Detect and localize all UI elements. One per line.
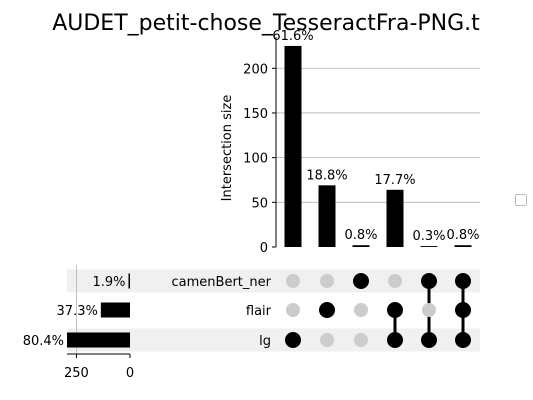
intersection-bars [284, 45, 472, 247]
intersection-bar-2 [352, 245, 370, 247]
matrix-dot-4-1 [422, 303, 436, 317]
intersection-bar-5 [454, 245, 472, 247]
intersection-bar-label-3: 17.7% [374, 173, 415, 188]
set-name-2: lg [259, 334, 271, 349]
set-name-0: camenBert_ner [172, 275, 272, 290]
y-tick-label-0: 0 [260, 241, 268, 256]
matrix-dot-1-0 [320, 274, 334, 288]
intersection-bar-label-5: 0.8% [446, 228, 479, 243]
set-size-bars: 1.9% 37.3% 80.4% [23, 273, 130, 349]
chart-title: AUDET_petit-chose_TesseractFra-PNG.t [52, 11, 480, 36]
matrix-dot-5-2 [455, 332, 471, 348]
matrix-dot-1-1 [319, 302, 335, 318]
intersection-bar-4 [420, 246, 438, 247]
y-tick-label-4: 200 [243, 62, 268, 77]
matrix-dot-0-0 [286, 274, 300, 288]
intersection-bar-3 [386, 189, 404, 247]
matrix-dot-0-2 [285, 332, 301, 348]
y-tick-label-2: 100 [243, 152, 268, 167]
set-size-bar-0 [128, 273, 130, 289]
set-size-x-axis: 250 0 [64, 353, 134, 381]
set-size-bar-2 [67, 332, 130, 348]
set-stripes [67, 269, 480, 352]
matrix-dot-4-0 [421, 273, 437, 289]
matrix-dot-2-0 [353, 273, 369, 289]
set-x-tick-label-0: 250 [64, 366, 89, 381]
intersection-bar-1 [318, 185, 336, 247]
matrix-dot-1-2 [320, 333, 334, 347]
row-stripe-2 [67, 328, 480, 352]
intersection-bar-label-4: 0.3% [412, 229, 445, 244]
set-size-label-1: 37.3% [57, 304, 98, 319]
legend-box [515, 194, 527, 206]
matrix-dot-3-1 [387, 302, 403, 318]
set-size-label-0: 1.9% [92, 275, 125, 290]
y-tick-label-3: 150 [243, 107, 268, 122]
set-size-label-2: 80.4% [23, 334, 64, 349]
y-tick-label-1: 50 [251, 196, 268, 211]
matrix-dot-5-1 [455, 302, 471, 318]
matrix-dot-3-2 [387, 332, 403, 348]
intersection-y-axis: 0 50 100 150 200 [243, 37, 277, 256]
matrix-dot-2-1 [354, 303, 368, 317]
intersection-bar-label-0: 61.6% [272, 29, 313, 44]
intersection-y-axis-label: Intersection size [220, 95, 235, 202]
membership-matrix [285, 273, 471, 348]
intersection-bar-0 [284, 45, 302, 247]
intersection-bar-label-2: 0.8% [344, 228, 377, 243]
intersection-bar-labels: 61.6%18.8%0.8%17.7%0.3% 0.8% [272, 29, 479, 244]
set-x-tick-label-1: 0 [126, 366, 134, 381]
set-size-bar-1 [100, 302, 130, 318]
matrix-dot-4-2 [421, 332, 437, 348]
intersection-bar-label-1: 18.8% [306, 168, 347, 183]
gridlines [76, 67, 480, 354]
row-stripe-0 [67, 269, 480, 293]
matrix-dot-5-0 [455, 273, 471, 289]
matrix-dot-3-0 [388, 274, 402, 288]
set-name-1: flair [246, 304, 272, 319]
matrix-dot-2-2 [354, 333, 368, 347]
matrix-dot-0-1 [286, 303, 300, 317]
